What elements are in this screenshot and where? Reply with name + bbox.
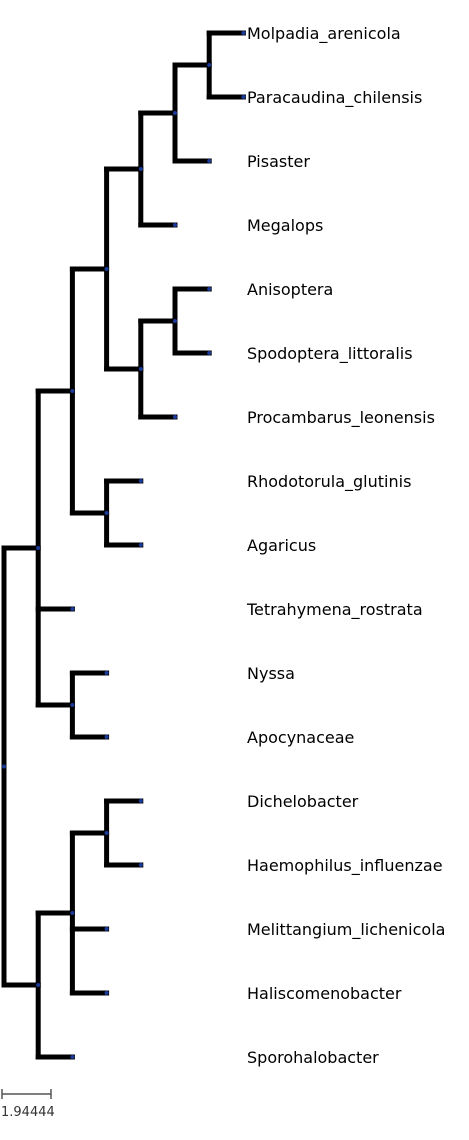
leaf-labels: Molpadia_arenicola Paracaudina_chilensis P… (246, 24, 445, 1067)
leaf-label-agaricus: Agaricus (247, 536, 316, 555)
tree-nodes (2, 31, 246, 1059)
leaf-label-paracaudina-chilensis: Paracaudina_chilensis (247, 88, 422, 108)
leaf-node-melittangium-lichenicola (104, 927, 109, 931)
internal-node-n9 (104, 511, 109, 515)
internal-node-n10 (70, 703, 75, 707)
leaf-node-agaricus (138, 543, 143, 547)
leaf-label-sporohalobacter: Sporohalobacter (247, 1048, 379, 1067)
tree-branches (1, 30, 246, 1060)
leaf-node-spodoptera-littoralis (207, 351, 212, 355)
leaf-label-rhodotorula-glutinis: Rhodotorula_glutinis (247, 472, 411, 492)
leaf-label-apocynaceae: Apocynaceae (247, 728, 354, 747)
leaf-label-procambarus-leonensis: Procambarus_leonensis (247, 408, 435, 428)
leaf-node-megalops (173, 223, 177, 227)
scale-bar-label: 1.94444 (1, 1105, 55, 1120)
leaf-label-haemophilus-influenzae: Haemophilus_influenzae (247, 856, 443, 876)
leaf-label-tetrahymena-rostrata: Tetrahymena_rostrata (246, 600, 423, 620)
leaf-node-anisoptera (207, 287, 212, 291)
leaf-label-haliscomenobacter: Haliscomenobacter (247, 984, 402, 1003)
internal-node-root (2, 764, 6, 769)
leaf-node-apocynaceae (104, 735, 109, 739)
leaf-node-nyssa (104, 671, 109, 675)
leaf-node-rhodotorula-glutinis (138, 479, 143, 483)
leaf-label-molpadia-arenicola: Molpadia_arenicola (247, 24, 401, 44)
internal-node-n1 (36, 546, 41, 550)
internal-node-n2 (70, 389, 75, 393)
leaf-node-haliscomenobacter (104, 991, 109, 995)
internal-node-n11 (36, 983, 41, 987)
internal-node-n4 (138, 167, 143, 171)
internal-node-n8 (173, 319, 177, 323)
internal-node-n13 (104, 831, 109, 835)
leaf-label-dichelobacter: Dichelobacter (247, 792, 359, 811)
leaf-label-anisoptera: Anisoptera (247, 280, 333, 299)
internal-node-n7 (138, 367, 143, 371)
leaf-node-paracaudina-chilensis (241, 95, 246, 99)
leaf-label-spodoptera-littoralis: Spodoptera_littoralis (247, 344, 413, 364)
leaf-node-molpadia-arenicola (241, 31, 246, 35)
internal-node-n5 (173, 111, 177, 115)
leaf-label-megalops: Megalops (247, 216, 323, 235)
leaf-node-sporohalobacter (70, 1055, 75, 1059)
leaf-node-haemophilus-influenzae (138, 863, 143, 867)
leaf-node-dichelobacter (138, 799, 143, 803)
internal-node-n12 (70, 911, 75, 915)
scale-bar: 1.94444 (1, 1089, 55, 1120)
leaf-label-melittangium-lichenicola: Melittangium_lichenicola (247, 920, 445, 940)
internal-node-n6 (207, 63, 212, 67)
leaf-node-pisaster (207, 159, 212, 163)
leaf-node-procambarus-leonensis (173, 415, 177, 419)
internal-node-n3 (104, 267, 109, 271)
leaf-node-tetrahymena-rostrata (70, 607, 75, 611)
leaf-label-nyssa: Nyssa (247, 664, 295, 683)
leaf-label-pisaster: Pisaster (247, 152, 310, 171)
